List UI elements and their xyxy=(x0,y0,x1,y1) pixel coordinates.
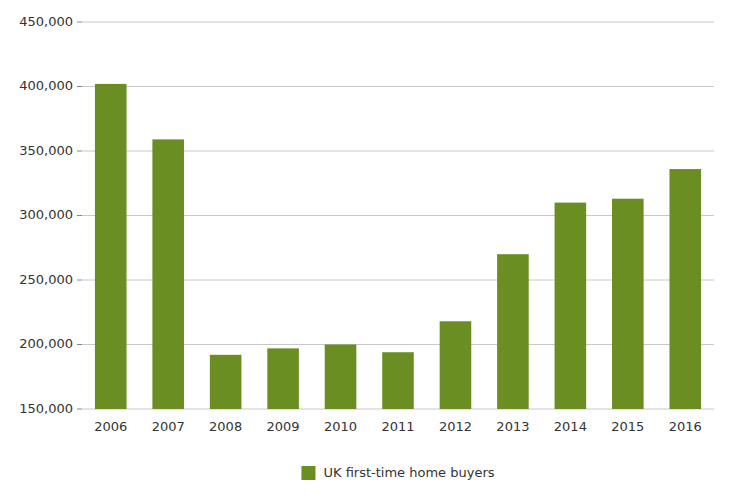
x-tick-label: 2007 xyxy=(152,419,185,434)
x-tick-label: 2006 xyxy=(94,419,127,434)
x-tick-label: 2010 xyxy=(324,419,357,434)
y-tick-label: 400,000 xyxy=(19,78,73,93)
y-tick xyxy=(77,215,82,216)
chart-container: 150,000 200,000 250,000 300,000 350,000 400,0… xyxy=(0,0,736,501)
bar xyxy=(325,345,357,410)
y-tick xyxy=(77,344,82,345)
bar xyxy=(152,139,184,409)
bar xyxy=(497,254,529,409)
y-tick xyxy=(77,280,82,281)
y-tick-label: 150,000 xyxy=(19,401,73,416)
y-tick xyxy=(77,409,82,410)
bar xyxy=(210,355,242,409)
x-tick-label: 2009 xyxy=(267,419,300,434)
grid-line xyxy=(82,86,714,87)
y-tick xyxy=(77,86,82,87)
legend: UK first-time home buyers xyxy=(301,465,494,481)
x-axis: 2006 2007 2008 2009 2010 2011 2012 2013 2014 2015… xyxy=(94,419,702,434)
grid-line xyxy=(82,22,714,23)
y-tick-label: 200,000 xyxy=(19,336,73,351)
x-tick-label: 2015 xyxy=(611,419,644,434)
legend-label: UK first-time home buyers xyxy=(323,465,494,480)
bar xyxy=(267,348,299,409)
x-tick-label: 2016 xyxy=(669,419,702,434)
y-tick-label: 350,000 xyxy=(19,143,73,158)
y-tick xyxy=(77,151,82,152)
x-tick-label: 2008 xyxy=(209,419,242,434)
x-tick-label: 2013 xyxy=(496,419,529,434)
page: {"chart_data": {"type": "bar", "categori… xyxy=(0,0,736,501)
chart-svg: 150,000 200,000 250,000 300,000 350,000 400,0… xyxy=(0,0,736,501)
bar xyxy=(440,321,472,409)
x-tick-label: 2012 xyxy=(439,419,472,434)
bar xyxy=(95,84,127,409)
y-tick-label: 300,000 xyxy=(19,207,73,222)
bar xyxy=(612,199,644,409)
bar xyxy=(669,169,701,409)
x-tick-label: 2011 xyxy=(381,419,414,434)
y-tick-label: 250,000 xyxy=(19,272,73,287)
bar xyxy=(555,203,587,409)
y-tick xyxy=(77,22,82,23)
x-tick-label: 2014 xyxy=(554,419,587,434)
legend-swatch xyxy=(301,466,315,480)
y-tick-label: 450,000 xyxy=(19,14,73,29)
y-axis: 150,000 200,000 250,000 300,000 350,000 400,0… xyxy=(19,14,82,416)
bar xyxy=(382,352,414,409)
bars xyxy=(95,84,701,409)
